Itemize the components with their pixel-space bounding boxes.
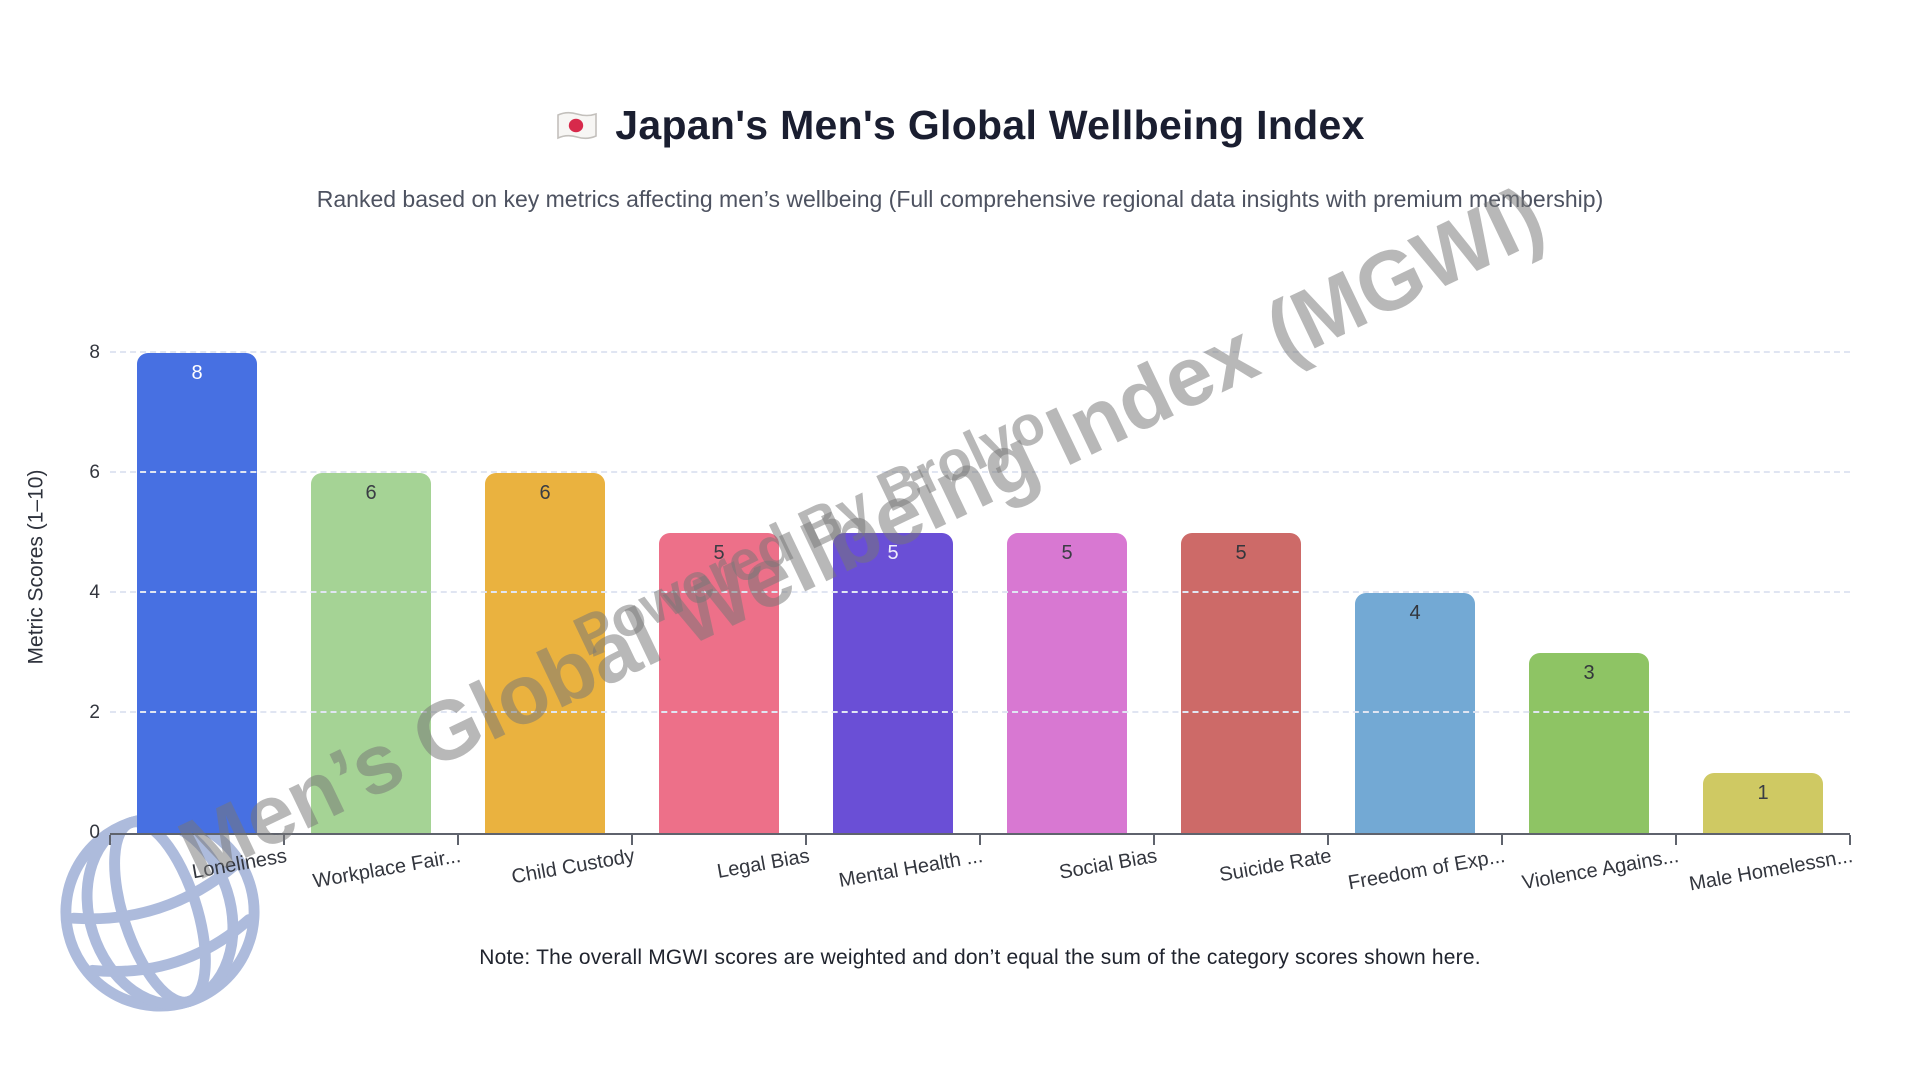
bar: 5 bbox=[1007, 533, 1127, 833]
x-axis-category-label: Mental Health ... bbox=[837, 845, 985, 892]
category-slot: 5 Social Bias bbox=[980, 300, 1159, 884]
category-slot: 5 Mental Health ... bbox=[806, 300, 985, 892]
japan-flag-icon bbox=[557, 111, 598, 139]
y-axis-tick-labels: 0 2 4 6 8 bbox=[52, 300, 100, 843]
x-axis-category-label: Male Homelessn... bbox=[1687, 845, 1855, 896]
chart-header: Japan's Men's Global Wellbeing Index bbox=[0, 102, 1920, 149]
bar-chart-plot-area: 8 Loneliness 6 Workplace Fair... 6 Child Cust… bbox=[109, 300, 1855, 895]
x-axis-category-label: Legal Bias bbox=[715, 845, 811, 883]
x-axis-tick bbox=[283, 835, 285, 845]
category-slot: 1 Male Homelessn... bbox=[1676, 300, 1855, 895]
x-axis-category-label: Social Bias bbox=[1057, 845, 1159, 884]
gridline-y-6 bbox=[110, 471, 1850, 473]
bar: 6 bbox=[485, 473, 605, 833]
y-tick-label-0: 0 bbox=[89, 822, 100, 843]
bar-value-label: 6 bbox=[365, 482, 377, 504]
bar: 5 bbox=[833, 533, 953, 833]
x-axis-tick bbox=[979, 835, 981, 845]
bar-value-label: 5 bbox=[1235, 542, 1247, 564]
x-axis-tick bbox=[109, 835, 111, 845]
bar-value-label: 6 bbox=[539, 482, 551, 504]
bar-value-label: 1 bbox=[1757, 782, 1769, 804]
bar-value-label: 3 bbox=[1583, 662, 1595, 684]
y-tick-label-8: 8 bbox=[89, 342, 100, 363]
y-tick-label-4: 4 bbox=[89, 582, 100, 603]
x-axis-category-label: Suicide Rate bbox=[1217, 845, 1333, 887]
category-slot: 6 Workplace Fair... bbox=[284, 300, 463, 893]
bar-value-label: 5 bbox=[1061, 542, 1073, 564]
x-axis-category-label: Violence Agains... bbox=[1520, 845, 1681, 895]
category-slot: 8 Loneliness bbox=[110, 300, 289, 883]
y-tick-label-2: 2 bbox=[89, 702, 100, 723]
x-axis-category-label: Child Custody bbox=[510, 845, 637, 889]
x-axis-category-label: Freedom of Exp... bbox=[1346, 845, 1507, 895]
page-title: Japan's Men's Global Wellbeing Index bbox=[615, 102, 1365, 148]
bar: 5 bbox=[659, 533, 779, 833]
bar: 5 bbox=[1181, 533, 1301, 833]
x-axis-tick bbox=[1501, 835, 1503, 845]
gridline-y-2 bbox=[110, 711, 1850, 713]
category-slot: 4 Freedom of Exp... bbox=[1328, 300, 1507, 894]
bar: 1 bbox=[1703, 773, 1823, 833]
category-slot: 5 Suicide Rate bbox=[1154, 300, 1333, 886]
bars-row: 8 Loneliness 6 Workplace Fair... 6 Child Cust… bbox=[110, 300, 1855, 895]
x-axis-tick bbox=[457, 835, 459, 845]
x-axis-tick bbox=[1675, 835, 1677, 845]
y-axis-title: Metric Scores (1–10) bbox=[24, 469, 47, 664]
footer-note: Note: The overall MGWI scores are weight… bbox=[479, 946, 1481, 969]
category-slot: 6 Child Custody bbox=[458, 300, 637, 888]
x-axis-tick bbox=[805, 835, 807, 845]
x-axis-tick bbox=[1327, 835, 1329, 845]
bar: 4 bbox=[1355, 593, 1475, 833]
x-axis-line bbox=[110, 833, 1850, 835]
bar: 8 bbox=[137, 353, 257, 833]
bar-value-label: 5 bbox=[713, 542, 725, 564]
x-axis-category-label: Workplace Fair... bbox=[311, 845, 463, 893]
globe-icon bbox=[60, 812, 260, 1012]
category-slot: 5 Legal Bias bbox=[632, 300, 811, 883]
x-axis-tick bbox=[631, 835, 633, 845]
bar: 3 bbox=[1529, 653, 1649, 833]
bar-value-label: 5 bbox=[887, 542, 899, 564]
gridline-y-8 bbox=[110, 351, 1850, 353]
bar: 6 bbox=[311, 473, 431, 833]
bar-value-label: 8 bbox=[191, 362, 203, 384]
y-tick-label-6: 6 bbox=[89, 462, 100, 483]
x-axis-tick bbox=[1153, 835, 1155, 845]
category-slot: 3 Violence Agains... bbox=[1502, 300, 1681, 894]
gridline-y-4 bbox=[110, 591, 1850, 593]
chart-subtitle: Ranked based on key metrics affecting me… bbox=[316, 186, 1604, 212]
x-axis-tick bbox=[1849, 835, 1851, 845]
bar-value-label: 4 bbox=[1409, 602, 1421, 624]
